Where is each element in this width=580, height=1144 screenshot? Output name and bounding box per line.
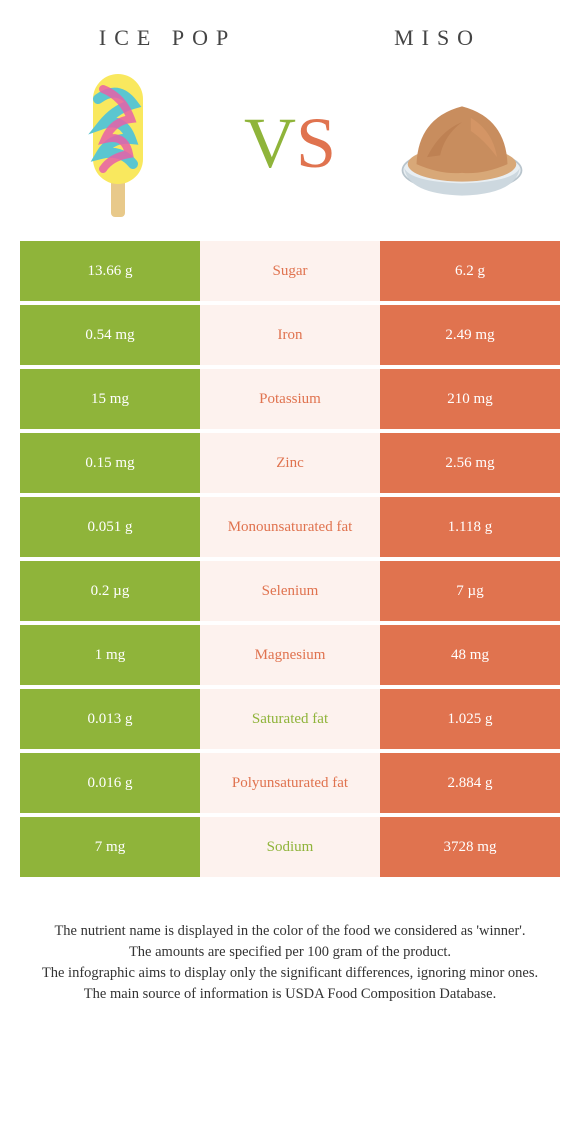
right-value: 1.118 g: [380, 497, 560, 557]
table-row: 7 mgSodium3728 mg: [20, 817, 560, 877]
table-row: 1 mgMagnesium48 mg: [20, 625, 560, 685]
right-value: 6.2 g: [380, 241, 560, 301]
right-value: 210 mg: [380, 369, 560, 429]
vs-label: VS: [244, 102, 336, 185]
right-value: 3728 mg: [380, 817, 560, 877]
nutrient-label: Polyunsaturated fat: [200, 753, 380, 813]
ice-pop-icon: [48, 69, 188, 219]
footer-line-2: The amounts are specified per 100 gram o…: [30, 942, 550, 963]
left-value: 13.66 g: [20, 241, 200, 301]
right-value: 7 µg: [380, 561, 560, 621]
right-value: 2.56 mg: [380, 433, 560, 493]
left-value: 15 mg: [20, 369, 200, 429]
left-value: 1 mg: [20, 625, 200, 685]
images-row: VS: [0, 61, 580, 241]
left-value: 7 mg: [20, 817, 200, 877]
nutrient-label: Zinc: [200, 433, 380, 493]
left-food-title: Ice pop: [99, 25, 236, 51]
right-food-title: Miso: [394, 25, 481, 51]
nutrient-label: Magnesium: [200, 625, 380, 685]
vs-s-letter: S: [296, 102, 336, 185]
nutrient-label: Potassium: [200, 369, 380, 429]
footer-line-3: The infographic aims to display only the…: [30, 963, 550, 984]
left-value: 0.2 µg: [20, 561, 200, 621]
table-row: 0.051 gMonounsaturated fat1.118 g: [20, 497, 560, 557]
table-row: 0.013 gSaturated fat1.025 g: [20, 689, 560, 749]
footer-line-4: The main source of information is USDA F…: [30, 984, 550, 1005]
footer-line-1: The nutrient name is displayed in the co…: [30, 921, 550, 942]
vs-v-letter: V: [244, 102, 296, 185]
left-value: 0.54 mg: [20, 305, 200, 365]
nutrient-label: Iron: [200, 305, 380, 365]
nutrient-label: Sodium: [200, 817, 380, 877]
table-row: 13.66 gSugar6.2 g: [20, 241, 560, 301]
nutrient-label: Monounsaturated fat: [200, 497, 380, 557]
right-value: 48 mg: [380, 625, 560, 685]
right-value: 2.49 mg: [380, 305, 560, 365]
comparison-table: 13.66 gSugar6.2 g0.54 mgIron2.49 mg15 mg…: [0, 241, 580, 877]
right-value: 2.884 g: [380, 753, 560, 813]
left-value: 0.016 g: [20, 753, 200, 813]
table-row: 0.2 µgSelenium7 µg: [20, 561, 560, 621]
nutrient-label: Saturated fat: [200, 689, 380, 749]
footer-notes: The nutrient name is displayed in the co…: [0, 881, 580, 1025]
left-value: 0.013 g: [20, 689, 200, 749]
miso-icon: [392, 69, 532, 219]
nutrient-label: Selenium: [200, 561, 380, 621]
left-value: 0.15 mg: [20, 433, 200, 493]
table-row: 0.54 mgIron2.49 mg: [20, 305, 560, 365]
left-value: 0.051 g: [20, 497, 200, 557]
nutrient-label: Sugar: [200, 241, 380, 301]
table-row: 0.15 mgZinc2.56 mg: [20, 433, 560, 493]
table-row: 15 mgPotassium210 mg: [20, 369, 560, 429]
header-titles: Ice pop Miso: [0, 0, 580, 61]
table-row: 0.016 gPolyunsaturated fat2.884 g: [20, 753, 560, 813]
right-value: 1.025 g: [380, 689, 560, 749]
